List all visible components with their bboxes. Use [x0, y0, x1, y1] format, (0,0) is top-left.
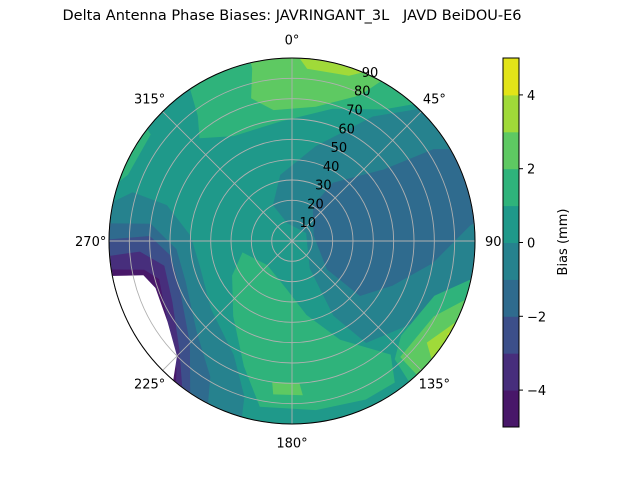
- r-tick-label: 50: [331, 141, 348, 156]
- theta-tick-label: 45°: [423, 93, 446, 108]
- colorbar-band-0: [503, 390, 519, 428]
- grid-radial-45: [291, 111, 422, 242]
- r-tick-label: 30: [315, 179, 332, 194]
- theta-tick-label: 180°: [276, 436, 307, 451]
- colorbar-label: Bias (mm): [556, 209, 571, 276]
- theta-tick-label: 135°: [419, 377, 450, 392]
- colorbar: 4 2 0 −2 −4 Bias (mm): [502, 57, 571, 428]
- r-tick-label: 60: [338, 122, 355, 137]
- r-tick-label: 80: [354, 85, 371, 100]
- contour-region-7: [312, 148, 475, 296]
- colorbar-tick-label: −2: [527, 310, 546, 325]
- grid-radial-315: [162, 111, 293, 242]
- colorbar-band-2: [503, 316, 519, 354]
- theta-tick-label: 315°: [134, 93, 165, 108]
- plot-border: [108, 57, 476, 425]
- contour-region-9: [272, 381, 303, 396]
- colorbar-band-6: [503, 168, 519, 207]
- colorbar-band-7: [503, 131, 519, 170]
- colorbar-tick-label: 0: [527, 237, 535, 252]
- theta-tick-label: 90: [485, 235, 502, 250]
- r-tick-label: 70: [346, 104, 363, 119]
- contour-region-8: [232, 252, 395, 411]
- colorbar-band-1: [503, 353, 519, 391]
- grid-radial-225: [162, 240, 293, 371]
- colorbar-band-9: [503, 58, 519, 96]
- theta-tick-label: 0°: [285, 34, 300, 49]
- r-tick-label: 40: [323, 160, 340, 175]
- colorbar-band-4: [503, 242, 519, 280]
- r-tick-label: 20: [307, 197, 324, 212]
- r-tick-label: 90: [362, 66, 379, 81]
- chart-title: Delta Antenna Phase Biases: JAVRINGANT_3…: [62, 8, 522, 24]
- r-tick-label: 10: [300, 216, 317, 231]
- grid-radial-135: [291, 240, 422, 371]
- colorbar-tick-label: 2: [527, 163, 535, 178]
- colorbar-band-5: [503, 205, 519, 243]
- polar-grid: [108, 57, 476, 425]
- contour-region-15: [246, 58, 400, 111]
- theta-tick-label: 270°: [75, 235, 106, 250]
- theta-tick-label: 225°: [134, 377, 165, 392]
- colorbar-band-8: [503, 94, 519, 133]
- colorbar-tick-label: −4: [527, 384, 546, 399]
- tick-labels: 0° 45° 90 135° 180° 225° 270° 315° 10 20 30 40 50 60 7…: [75, 34, 502, 452]
- colorbar-band-3: [503, 279, 519, 317]
- colorbar-tick-label: 4: [527, 89, 535, 104]
